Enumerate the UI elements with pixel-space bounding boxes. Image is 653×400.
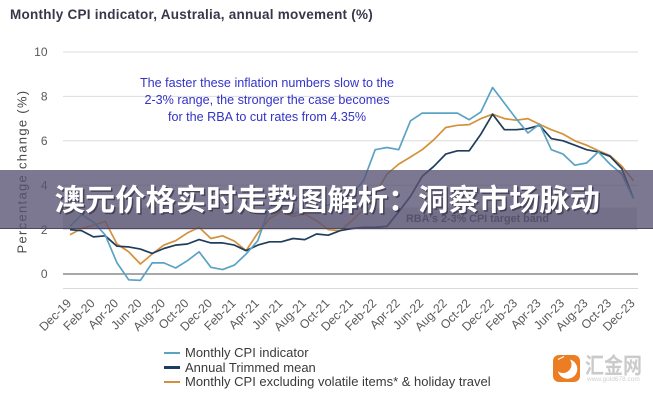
svg-text:6: 6: [41, 134, 48, 148]
svg-text:0: 0: [41, 267, 48, 281]
svg-text:www.gold678.com: www.gold678.com: [586, 376, 640, 383]
svg-text:8: 8: [41, 90, 48, 104]
svg-text:2: 2: [41, 223, 48, 237]
svg-text:10: 10: [34, 45, 48, 59]
